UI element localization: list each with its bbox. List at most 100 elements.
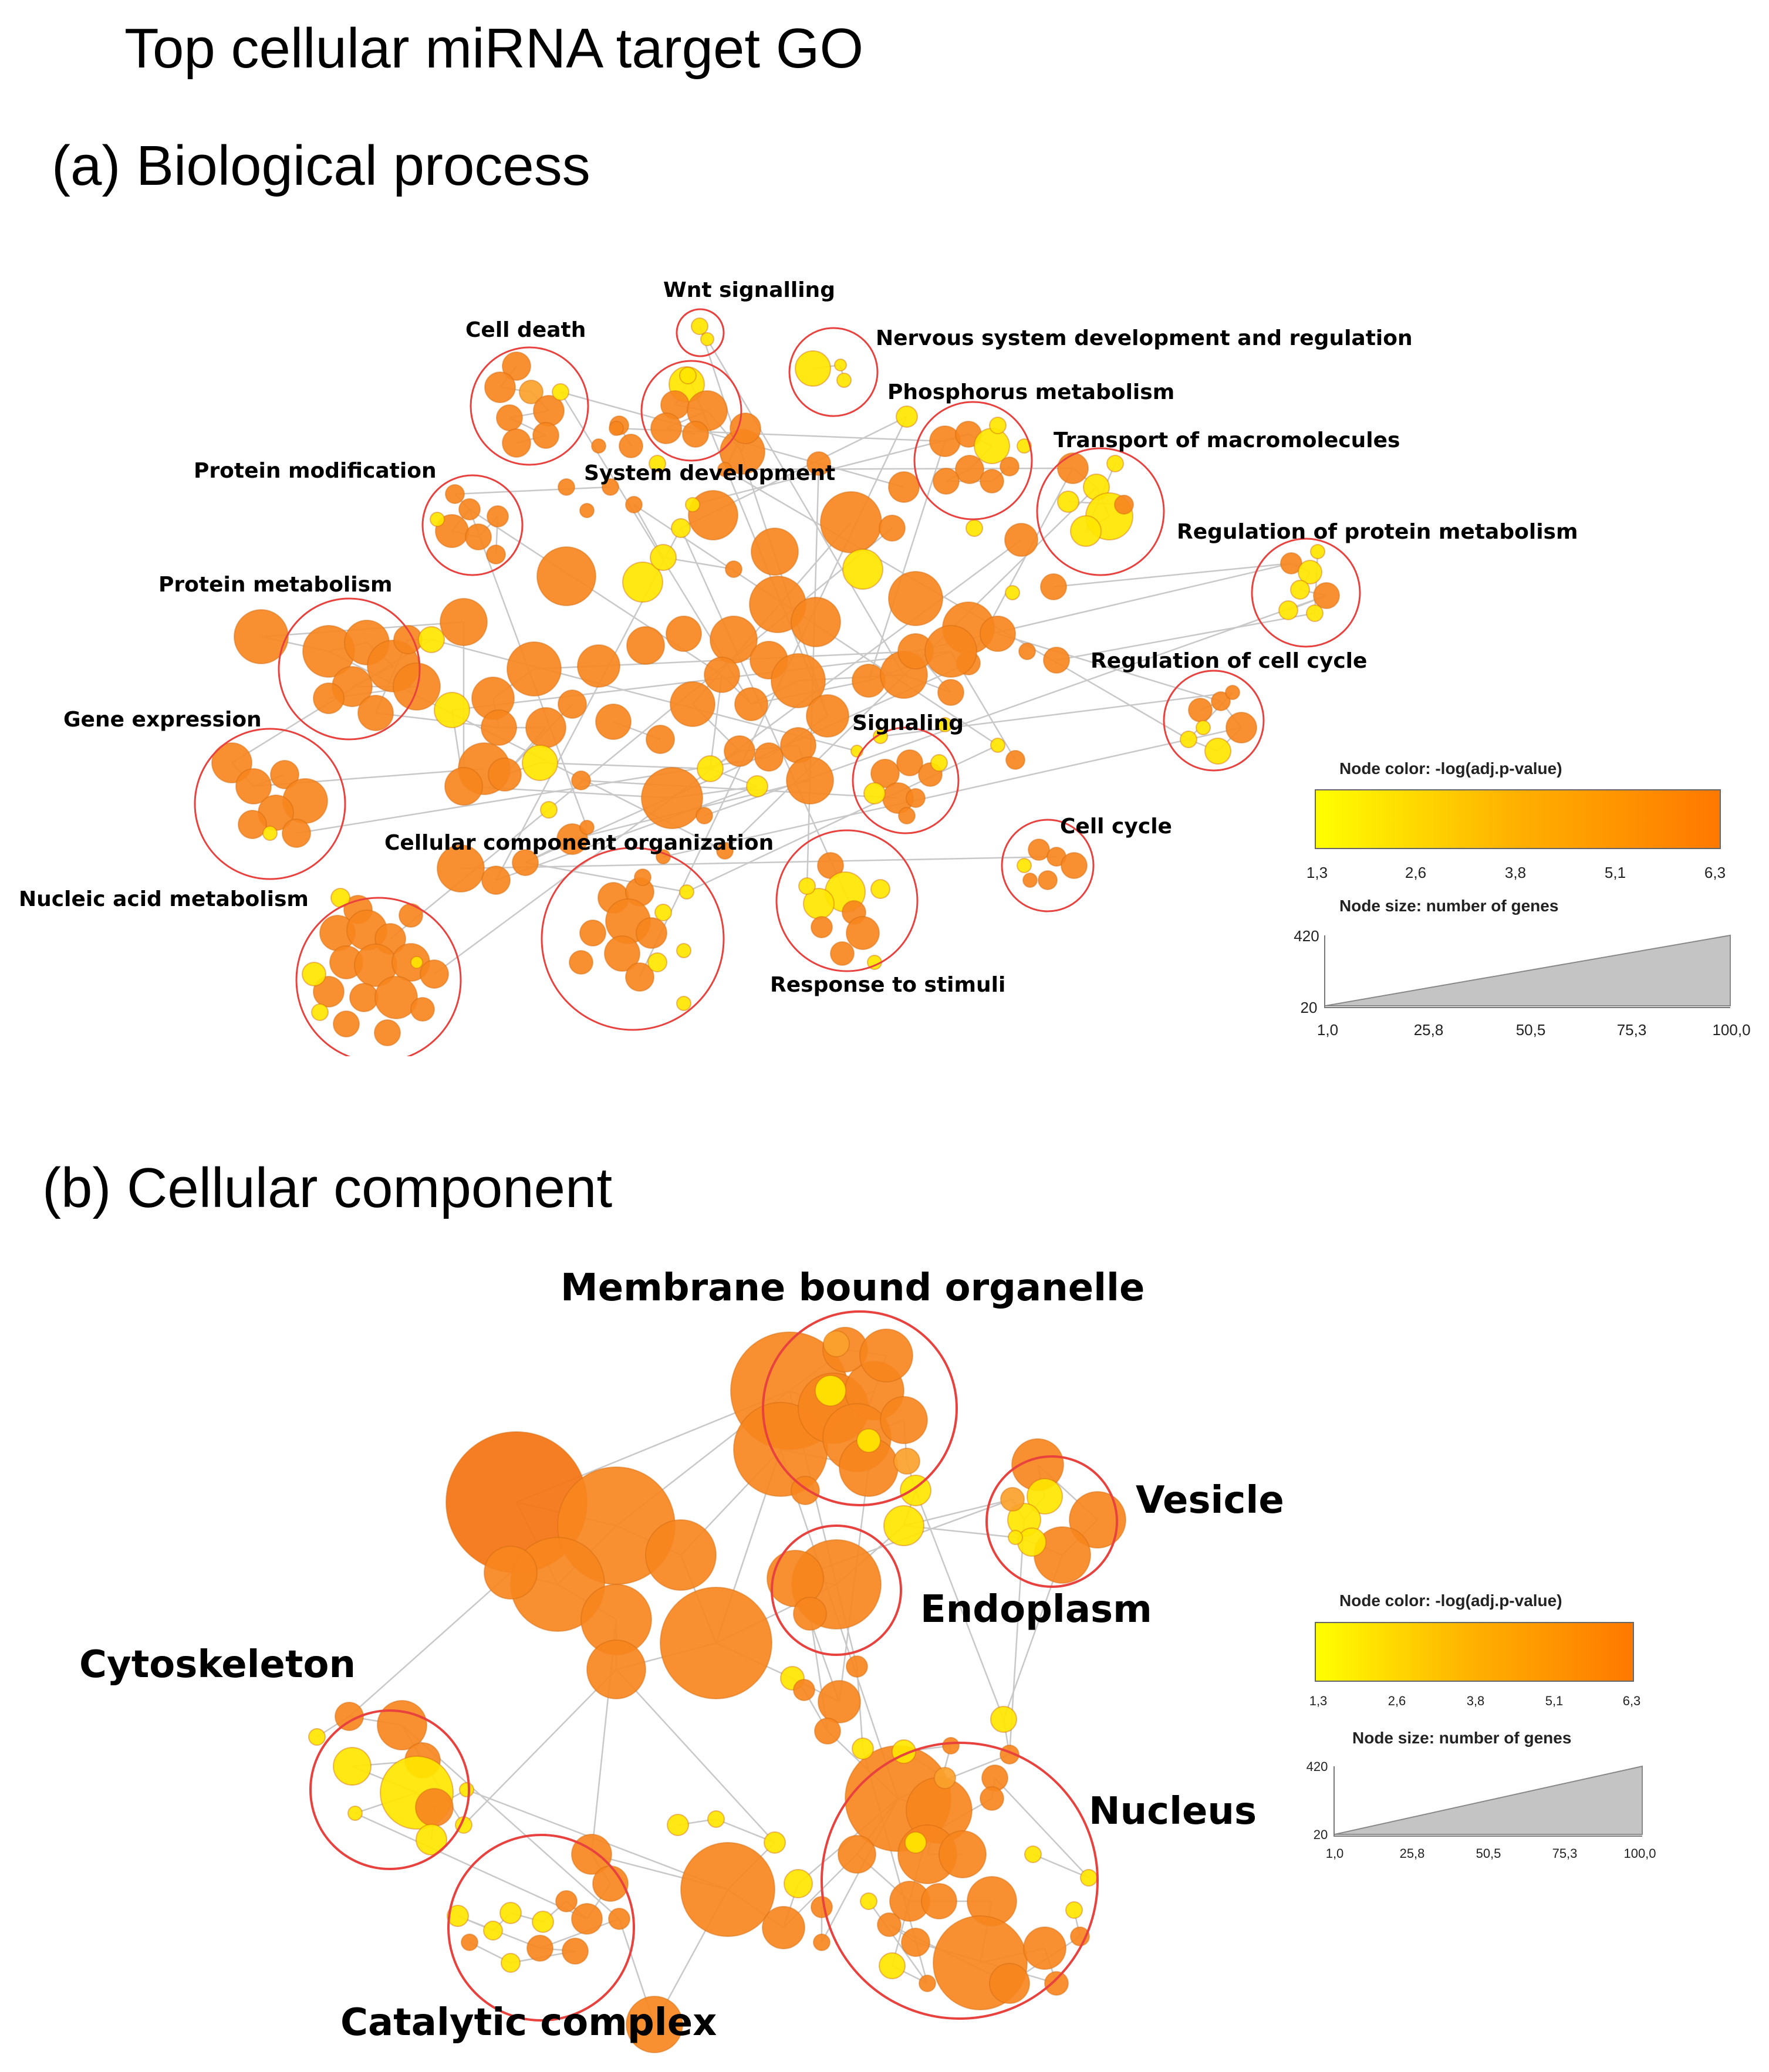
panel-a-cluster-circle (278, 597, 421, 741)
legend-a-color-tick: 5,1 (1604, 864, 1626, 881)
panel-a-node (1061, 852, 1088, 879)
panel-a-node (716, 842, 734, 860)
panel-a-node (234, 609, 289, 664)
panel-b-node (499, 1902, 522, 1924)
legend-a-size-x-tick: 1,0 (1316, 1021, 1339, 1039)
panel-a-node (487, 505, 509, 528)
panel-a-node (1057, 452, 1089, 484)
panel-a-node (1298, 560, 1322, 584)
panel-b-node (555, 1890, 578, 1912)
panel-a-node (852, 664, 886, 698)
panel-b-node (860, 1892, 877, 1910)
panel-b-node (461, 1934, 478, 1951)
panel-a-node (418, 626, 445, 653)
panel-b-node (1069, 1491, 1126, 1549)
panel-a-node (313, 682, 345, 714)
panel-a-node (937, 717, 953, 732)
panel-a-node (888, 571, 943, 626)
label-wnt-signalling: Wnt signalling (663, 278, 835, 302)
panel-b-node (562, 1938, 589, 1965)
panel-a-node (836, 373, 852, 388)
panel-a-node (1070, 515, 1102, 547)
panel-a-node (1043, 647, 1070, 674)
panel-b-node (680, 1842, 775, 1937)
legend-a-size-triangle (1325, 934, 1731, 1006)
label-signaling: Signaling (852, 711, 964, 735)
panel-a-node (1226, 712, 1257, 743)
panel-a-node (1313, 582, 1340, 609)
panel-a-node (502, 428, 531, 458)
panel-a-node (496, 404, 523, 431)
panel-a-node (579, 920, 606, 947)
panel-b-node (707, 1810, 725, 1828)
panel-a-node (604, 935, 640, 972)
panel-a-node (357, 695, 394, 731)
panel-a-node (571, 770, 591, 790)
panel-a-node (906, 788, 926, 808)
panel-a-node (679, 884, 694, 900)
panel-a-node (980, 616, 1016, 652)
panel-b-node (989, 1963, 1030, 2004)
panel-a-node (896, 405, 918, 428)
label-vesicle: Vesicle (1136, 1479, 1284, 1522)
panel-a-node (647, 952, 667, 972)
panel-a-node (879, 515, 906, 542)
panel-a-node (486, 545, 506, 565)
panel-a-node (238, 810, 267, 839)
legend-b-size-axes (1333, 1766, 1642, 1837)
panel-b-node (586, 1640, 646, 1699)
label-regulation-cell-cycle: Regulation of cell cycle (1091, 649, 1368, 673)
panel-a-node (671, 518, 691, 538)
legend-b-size-x-tick: 25,8 (1399, 1846, 1425, 1861)
panel-a-network (194, 308, 1361, 1056)
legend-a-size-x-tick: 75,3 (1616, 1021, 1647, 1039)
panel-a-node (619, 434, 643, 458)
panel-a-node (1018, 643, 1036, 660)
panel-a-node (1004, 523, 1038, 557)
panel-b-node (904, 1831, 927, 1854)
panel-a-node (754, 742, 784, 772)
panel-b-node (626, 1996, 683, 2053)
panel-a-node (795, 350, 831, 387)
panel-a-node (626, 626, 665, 665)
panel-a-node (691, 317, 708, 335)
panel-b-node (377, 1700, 427, 1750)
panel-a-node (806, 694, 849, 738)
panel-b-cluster-circle (821, 1742, 1099, 2020)
panel-a-node (1005, 750, 1025, 770)
panel-a-node (688, 490, 738, 540)
panel-a-node (625, 496, 643, 513)
panel-a-cluster-circle (913, 401, 1033, 520)
panel-b-node (934, 1767, 956, 1789)
panel-a-node (262, 826, 278, 841)
panel-a-node (650, 413, 682, 444)
panel-b-node (1027, 1478, 1063, 1515)
label-catalytic-complex: Catalytic complex (340, 2001, 717, 2044)
panel-a-node (602, 478, 619, 496)
legend-a-size-x-tick: 50,5 (1515, 1021, 1546, 1039)
panel-a-node (751, 528, 799, 576)
panel-a-node (704, 657, 740, 693)
legend-b-color-bar (1315, 1622, 1634, 1682)
panel-a-node (830, 941, 855, 966)
panel-a-node (649, 455, 666, 472)
panel-b-node (980, 1786, 1004, 1811)
panel-a-node (434, 692, 470, 728)
panel-b-node (347, 1806, 363, 1821)
panel-a-edge (525, 861, 687, 893)
panel-a-node (806, 451, 831, 476)
panel-a-edge (724, 468, 1189, 741)
panel-b-edge (539, 1918, 620, 1949)
panel-a-node (502, 351, 531, 381)
label-protein-modification: Protein modification (194, 459, 437, 483)
panel-b-node (893, 1448, 920, 1475)
label-cytoskeleton: Cytoskeleton (79, 1643, 356, 1686)
panel-b-node (856, 1428, 881, 1453)
panel-b-node (901, 1928, 930, 1957)
panel-b-cluster-circle (985, 1455, 1118, 1588)
label-gene-expression: Gene expression (63, 708, 262, 732)
panel-b-node (645, 1519, 717, 1591)
panel-b-edge (616, 1669, 775, 1843)
panel-a-node (846, 916, 880, 950)
panel-a-node (458, 498, 481, 520)
